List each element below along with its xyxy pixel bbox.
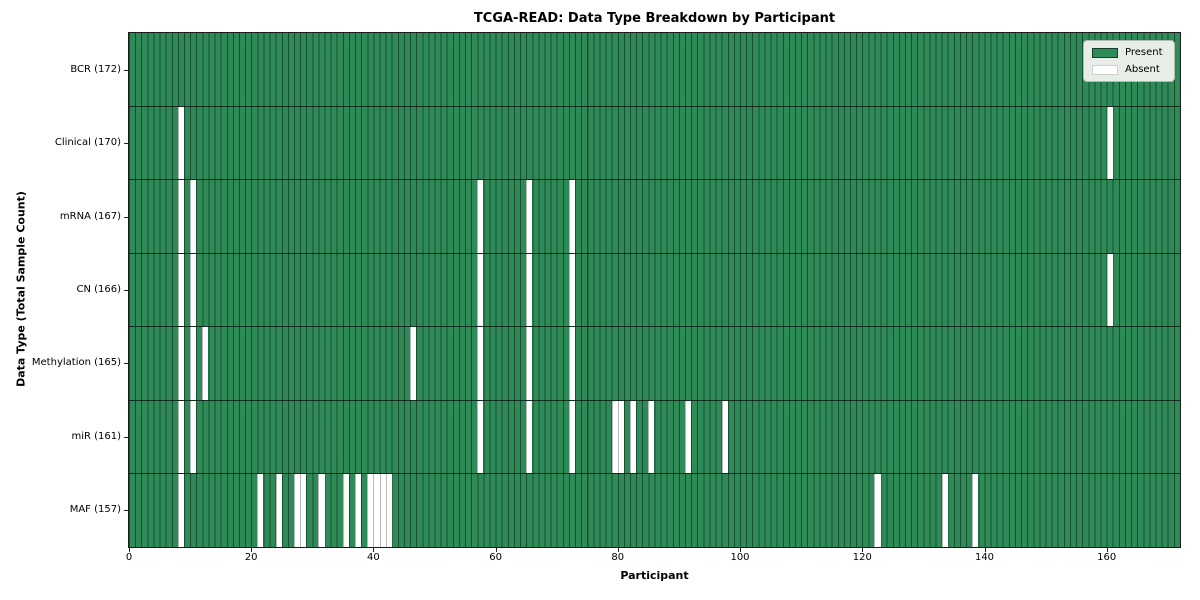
x-tick-mark <box>617 548 619 552</box>
y-tick-label-mir: miR (161) <box>71 430 121 442</box>
absent-cell <box>379 474 386 548</box>
absent-cell <box>1106 253 1113 327</box>
x-tick-mark <box>984 548 986 552</box>
heatmap-row-clinical <box>129 105 1180 180</box>
y-tick-mark <box>124 69 128 71</box>
absent-cell <box>648 400 655 474</box>
absent-cell <box>617 400 624 474</box>
absent-cell <box>526 327 533 400</box>
absent-cell <box>177 474 184 548</box>
absent-cell <box>568 253 576 327</box>
x-tick-label-100: 100 <box>730 552 750 563</box>
absent-cell <box>300 474 307 548</box>
absent-cell <box>275 474 282 548</box>
x-tick-label-60: 60 <box>489 552 502 563</box>
x-tick-label-40: 40 <box>367 552 380 563</box>
absent-cell <box>385 474 392 548</box>
y-tick-label-methylation: Methylation (165) <box>31 357 121 369</box>
heatmap-row-mir <box>129 399 1180 474</box>
y-tick-mark <box>124 216 128 218</box>
absent-cell <box>177 253 184 327</box>
y-tick-label-clinical: Clinical (170) <box>54 137 121 149</box>
chart-title: TCGA-READ: Data Type Breakdown by Partic… <box>473 11 836 26</box>
x-tick-mark <box>251 548 253 552</box>
heatmap-row-cn <box>129 252 1180 327</box>
x-tick-mark <box>495 548 497 552</box>
absent-cell <box>611 400 618 474</box>
absent-cell <box>373 474 380 548</box>
heatmap-row-bcr <box>129 33 1180 106</box>
absent-cell <box>318 474 325 548</box>
absent-cell <box>1106 106 1113 180</box>
absent-cell <box>190 327 197 400</box>
absent-cell <box>630 400 637 474</box>
x-axis-label: Participant <box>620 569 689 582</box>
absent-cell <box>367 474 374 548</box>
absent-cell <box>257 474 264 548</box>
x-tick-label-120: 120 <box>852 552 872 563</box>
y-tick-mark <box>124 510 128 512</box>
x-tick-label-140: 140 <box>974 552 995 563</box>
x-tick-mark <box>862 548 864 552</box>
x-tick-mark <box>373 548 375 552</box>
absent-cell <box>477 180 484 253</box>
legend: Present Absent <box>1083 40 1175 82</box>
heatmap-row-mrna <box>129 179 1180 253</box>
absent-cell <box>190 180 197 253</box>
legend-swatch-icon <box>1092 47 1118 58</box>
heatmap-row-maf <box>129 473 1180 548</box>
absent-cell <box>293 474 301 548</box>
absent-cell <box>568 180 576 253</box>
absent-cell <box>874 474 881 548</box>
y-tick-mark <box>124 290 128 291</box>
absent-cell <box>568 400 576 474</box>
y-tick-label-cn: CN (166) <box>76 284 121 295</box>
absent-cell <box>477 253 484 327</box>
y-tick-label-bcr: BCR (172) <box>70 63 121 75</box>
x-tick-label-20: 20 <box>244 552 258 563</box>
legend-label: Present <box>1125 47 1163 58</box>
absent-cell <box>477 327 484 400</box>
y-tick-label-maf: MAF (157) <box>69 504 121 516</box>
x-tick-label-80: 80 <box>611 552 625 563</box>
legend-item-present: Present <box>1092 47 1166 58</box>
absent-cell <box>410 327 417 400</box>
absent-cell <box>190 253 197 327</box>
y-tick-mark <box>124 363 128 365</box>
absent-cell <box>526 400 533 474</box>
absent-cell <box>685 400 692 474</box>
x-tick-mark <box>740 548 741 552</box>
absent-cell <box>190 400 197 474</box>
absent-cell <box>972 474 979 548</box>
absent-cell <box>526 253 533 327</box>
absent-cell <box>177 400 184 474</box>
x-tick-label-160: 160 <box>1097 552 1117 563</box>
y-tick-mark <box>124 143 128 145</box>
absent-cell <box>568 327 576 400</box>
y-tick-mark <box>124 436 128 438</box>
y-tick-label-mrna: mRNA (167) <box>59 210 121 222</box>
absent-cell <box>477 400 484 474</box>
absent-cell <box>177 327 184 400</box>
plot-area <box>128 32 1181 548</box>
x-tick-label-0: 0 <box>125 552 133 563</box>
absent-cell <box>526 180 533 253</box>
absent-cell <box>941 474 948 548</box>
absent-cell <box>202 327 209 400</box>
absent-cell <box>177 180 184 253</box>
legend-item-absent: Absent <box>1092 64 1166 75</box>
absent-cell <box>355 474 362 548</box>
absent-cell <box>342 474 349 548</box>
x-tick-mark <box>1106 548 1108 552</box>
x-tick-mark <box>129 548 130 552</box>
heatmap-row-methylation <box>129 326 1180 400</box>
legend-swatch-icon <box>1092 64 1118 75</box>
legend-label: Absent <box>1125 64 1160 75</box>
absent-cell <box>177 106 184 180</box>
absent-cell <box>721 400 728 474</box>
